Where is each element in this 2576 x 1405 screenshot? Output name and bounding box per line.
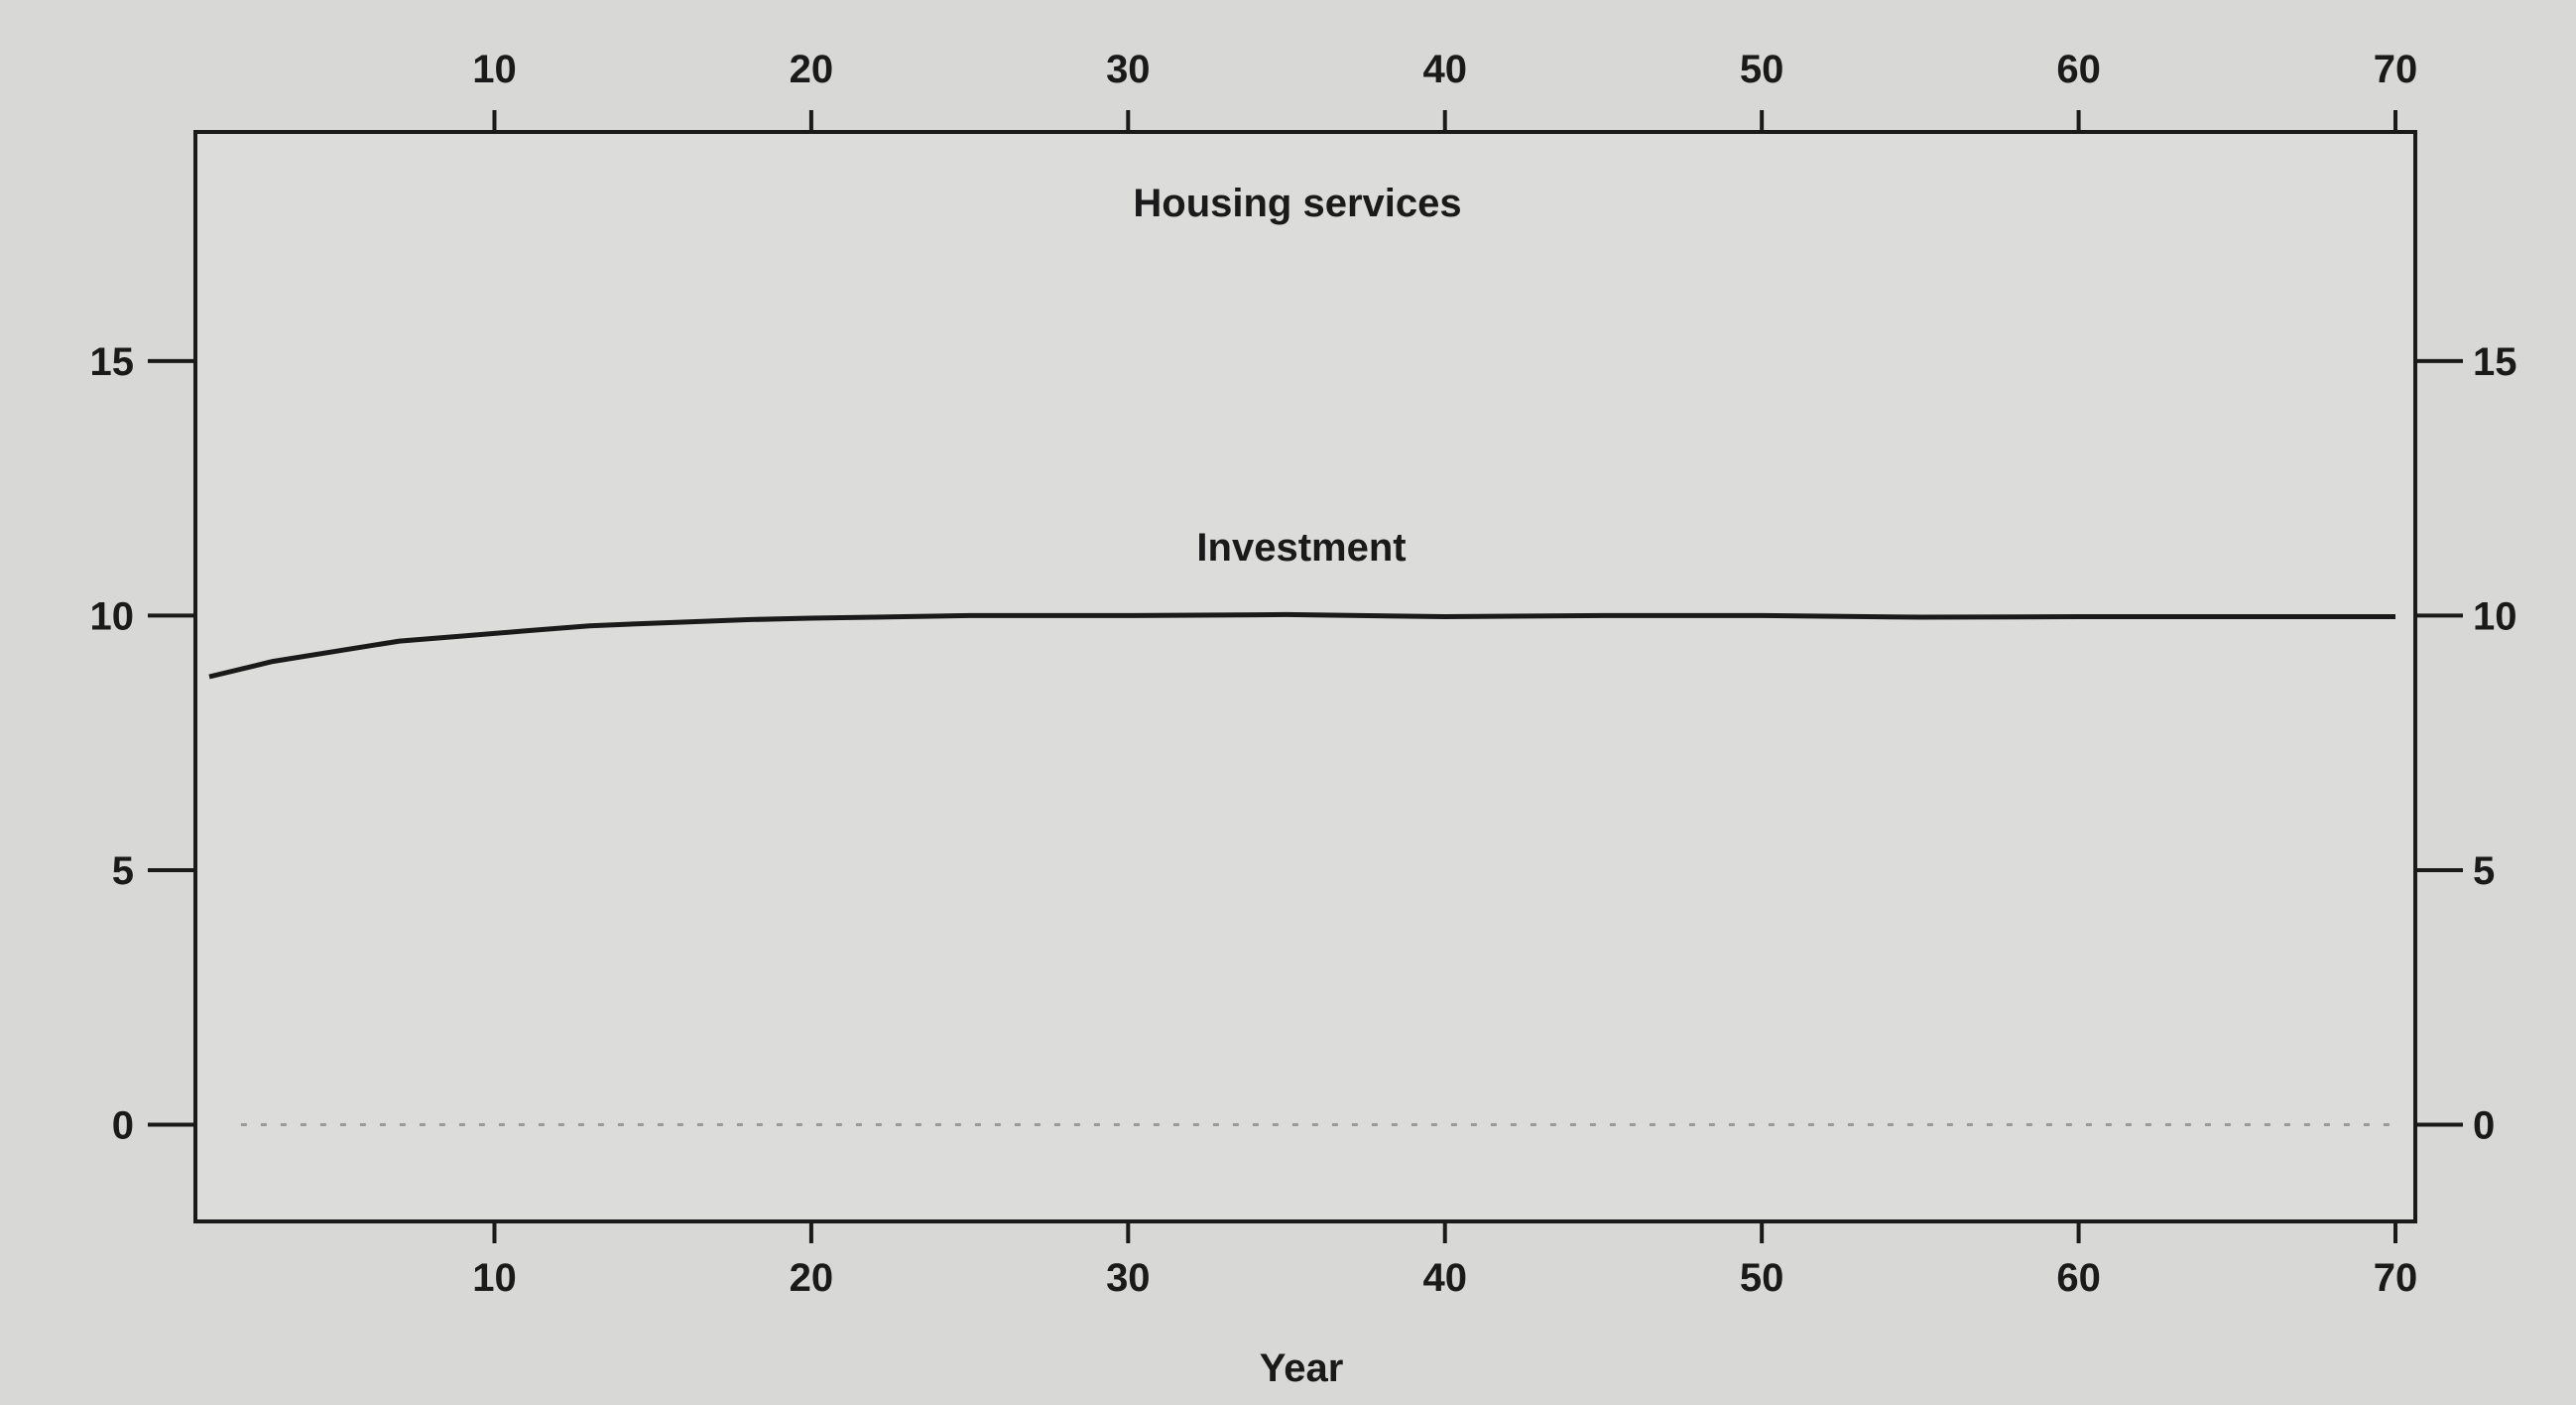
- y-tick-label-right-5: 5: [2473, 849, 2495, 893]
- x-tick-label-top-40: 40: [1422, 48, 1467, 91]
- x-tick-label-top-50: 50: [1740, 48, 1784, 91]
- series-label-investment: Investment: [1196, 526, 1406, 570]
- x-tick-label-top-60: 60: [2056, 48, 2101, 91]
- x-axis-title: Year: [1260, 1346, 1344, 1390]
- x-tick-label-bottom-10: 10: [472, 1256, 517, 1300]
- x-tick-label-top-20: 20: [790, 48, 834, 91]
- x-tick-label-bottom-60: 60: [2056, 1256, 2101, 1300]
- plot-area: [193, 130, 2417, 1223]
- axes: 10 10 20 20 30 30 40 40 50 50 60 60 70 70 0 0 5 5 10 10 15 15: [90, 48, 2517, 1300]
- series-line-investment: [208, 611, 2395, 680]
- chart-title: Housing services: [1133, 182, 1461, 225]
- y-tick-label-right-10: 10: [2473, 594, 2517, 638]
- x-tick-label-bottom-40: 40: [1422, 1256, 1467, 1300]
- x-tick-label-bottom-20: 20: [790, 1256, 834, 1300]
- y-tick-label-left-5: 5: [112, 849, 134, 893]
- x-tick-label-bottom-70: 70: [2374, 1256, 2418, 1300]
- y-tick-label-right-0: 0: [2473, 1104, 2495, 1148]
- x-tick-label-top-70: 70: [2374, 48, 2418, 91]
- x-tick-label-top-10: 10: [472, 48, 517, 91]
- y-tick-label-right-15: 15: [2473, 340, 2517, 384]
- y-tick-label-left-0: 0: [112, 1104, 134, 1148]
- series-group: [208, 611, 2395, 1126]
- y-tick-label-left-10: 10: [90, 594, 135, 638]
- x-tick-label-top-30: 30: [1106, 48, 1151, 91]
- y-tick-label-left-15: 15: [90, 340, 135, 384]
- x-tick-label-bottom-30: 30: [1106, 1256, 1151, 1300]
- x-tick-label-bottom-50: 50: [1740, 1256, 1784, 1300]
